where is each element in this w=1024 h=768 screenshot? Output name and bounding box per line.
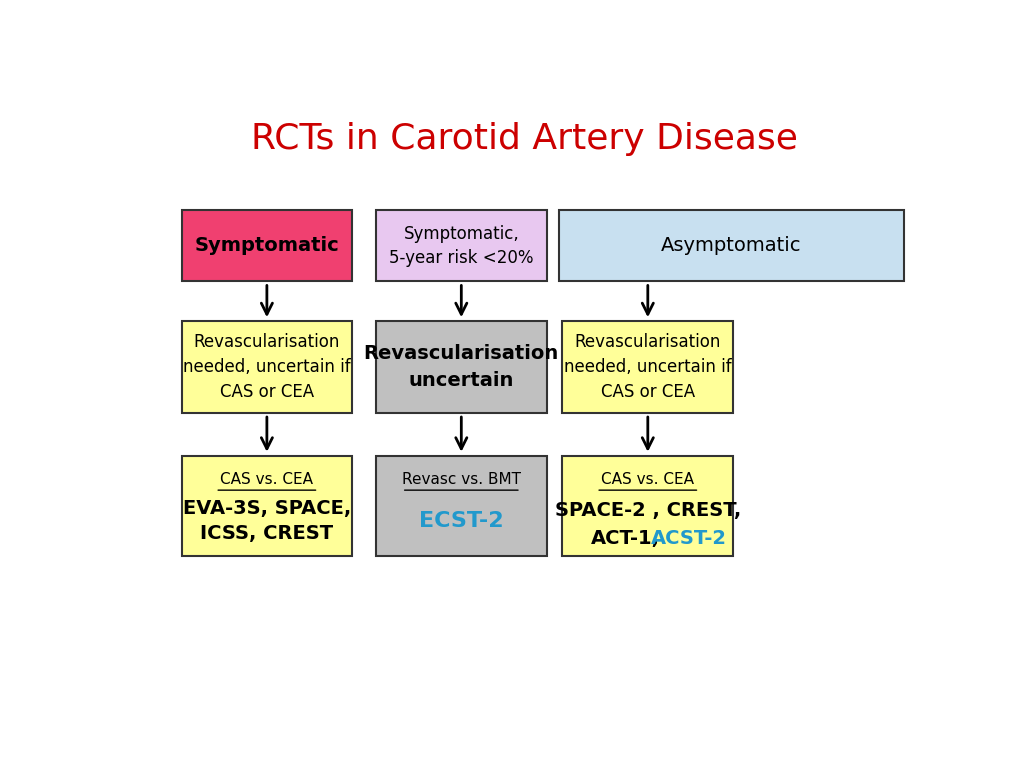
FancyBboxPatch shape xyxy=(558,210,904,281)
Text: Revascularisation
uncertain: Revascularisation uncertain xyxy=(364,344,559,390)
FancyBboxPatch shape xyxy=(376,321,547,413)
FancyBboxPatch shape xyxy=(181,456,352,556)
Text: Revasc vs. BMT: Revasc vs. BMT xyxy=(401,472,521,487)
Text: Symptomatic: Symptomatic xyxy=(195,237,339,256)
FancyBboxPatch shape xyxy=(376,210,547,281)
Text: RCTs in Carotid Artery Disease: RCTs in Carotid Artery Disease xyxy=(251,122,799,157)
Text: ACT-1,: ACT-1, xyxy=(591,529,660,548)
Text: Symptomatic,
5-year risk <20%: Symptomatic, 5-year risk <20% xyxy=(389,225,534,266)
FancyBboxPatch shape xyxy=(181,210,352,281)
Text: CAS vs. CEA: CAS vs. CEA xyxy=(601,472,694,487)
Text: Revascularisation
needed, uncertain if
CAS or CEA: Revascularisation needed, uncertain if C… xyxy=(564,333,731,401)
Text: SPACE-2 , CREST,: SPACE-2 , CREST, xyxy=(555,502,741,521)
FancyBboxPatch shape xyxy=(376,456,547,556)
FancyBboxPatch shape xyxy=(562,321,733,413)
Text: Asymptomatic: Asymptomatic xyxy=(660,237,802,256)
Text: EVA-3S, SPACE,
ICSS, CREST: EVA-3S, SPACE, ICSS, CREST xyxy=(182,499,351,543)
FancyBboxPatch shape xyxy=(181,321,352,413)
Text: ECST-2: ECST-2 xyxy=(419,511,504,531)
Text: CAS vs. CEA: CAS vs. CEA xyxy=(220,472,313,487)
Text: Revascularisation
needed, uncertain if
CAS or CEA: Revascularisation needed, uncertain if C… xyxy=(183,333,350,401)
FancyBboxPatch shape xyxy=(562,456,733,556)
Text: ACST-2: ACST-2 xyxy=(651,529,727,548)
